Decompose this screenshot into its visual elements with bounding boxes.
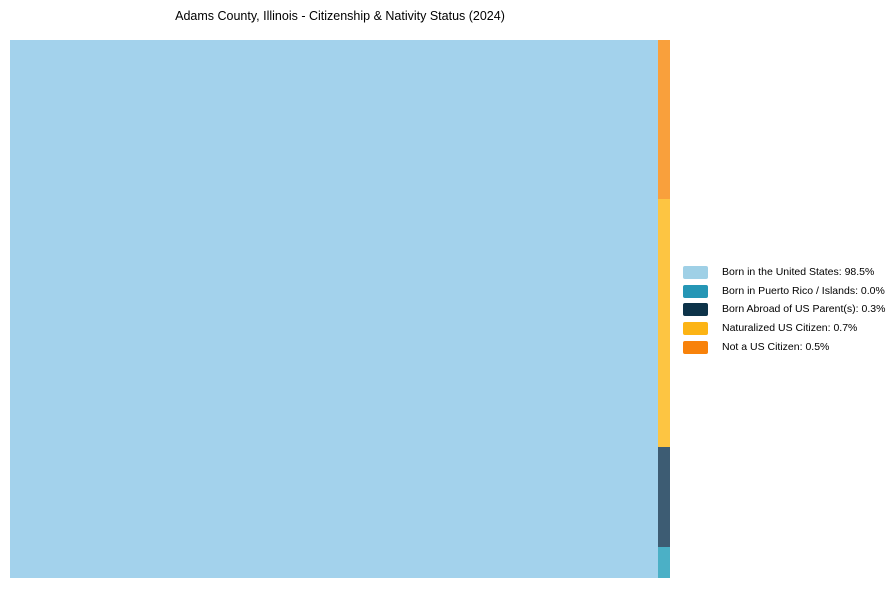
legend-swatch [683,303,708,317]
legend-swatch [683,340,708,354]
legend-label: Naturalized US Citizen: 0.7% [722,322,858,335]
chart-title: Adams County, Illinois - Citizenship & N… [175,9,505,23]
segment-born-in-puerto-rico-islands[interactable] [658,547,670,578]
legend-label: Born in Puerto Rico / Islands: 0.0% [722,284,885,297]
segment-born-abroad-of-us-parent-s[interactable] [658,447,670,548]
segment-not-a-us-citizen[interactable] [658,40,670,200]
legend-label: Not a US Citizen: 0.5% [722,340,830,353]
segment-born-in-the-united-states[interactable] [10,40,658,578]
legend-swatch [683,265,708,279]
legend-swatch [683,284,708,298]
plot-area [10,40,670,578]
legend: Born in the United States: 98.5% Born in … [683,263,885,357]
legend-item-born-in-the-united-states[interactable]: Born in the United States: 98.5% [683,263,885,282]
legend-label: Born in the United States: 98.5% [722,265,875,278]
legend-label: Born Abroad of US Parent(s): 0.3% [722,303,886,316]
legend-item-born-in-puerto-rico-islands[interactable]: Born in Puerto Rico / Islands: 0.0% [683,282,885,301]
segment-naturalized-us-citizen[interactable] [658,199,670,448]
legend-swatch [683,322,708,336]
legend-item-born-abroad-of-us-parent-s[interactable]: Born Abroad of US Parent(s): 0.3% [683,301,885,320]
legend-item-naturalized-us-citizen[interactable]: Naturalized US Citizen: 0.7% [683,319,885,338]
minor-segments-strip [658,40,670,578]
legend-item-not-a-us-citizen[interactable]: Not a US Citizen: 0.5% [683,338,885,357]
